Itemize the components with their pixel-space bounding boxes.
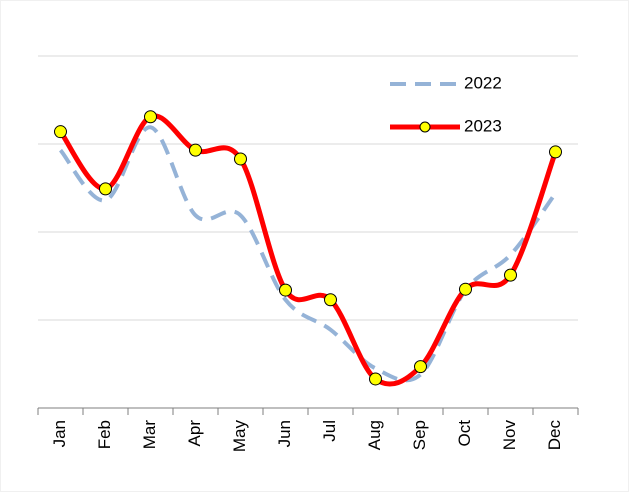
x-tick-label: Nov — [500, 420, 519, 451]
x-tick-label: Oct — [455, 420, 474, 447]
legend-label: 2022 — [464, 73, 502, 92]
x-tick-label: May — [230, 420, 249, 453]
x-tick-label: Mar — [140, 420, 159, 450]
point-marker — [414, 360, 427, 374]
point-marker — [144, 110, 157, 124]
legend-label: 2023 — [464, 116, 502, 135]
x-tick-label: Apr — [185, 420, 204, 447]
point-marker — [504, 268, 517, 282]
x-tick-label: Feb — [95, 420, 114, 449]
x-tick-label: Jan — [50, 420, 69, 447]
x-tick-label: Jun — [275, 420, 294, 447]
x-tick-label: Dec — [545, 420, 564, 451]
point-marker — [234, 152, 247, 166]
point-marker — [54, 125, 67, 139]
point-marker — [459, 282, 472, 296]
x-tick-label: Sep — [410, 420, 429, 450]
x-tick-label: Jul — [320, 420, 339, 442]
point-marker — [189, 143, 202, 157]
point-marker — [279, 283, 292, 297]
point-marker — [99, 182, 112, 196]
x-tick-label: Aug — [365, 420, 384, 450]
legend-marker — [419, 121, 431, 133]
line-series — [58, 113, 558, 387]
point-marker — [369, 372, 382, 386]
point-marker — [324, 293, 337, 307]
point-marker — [549, 145, 562, 159]
